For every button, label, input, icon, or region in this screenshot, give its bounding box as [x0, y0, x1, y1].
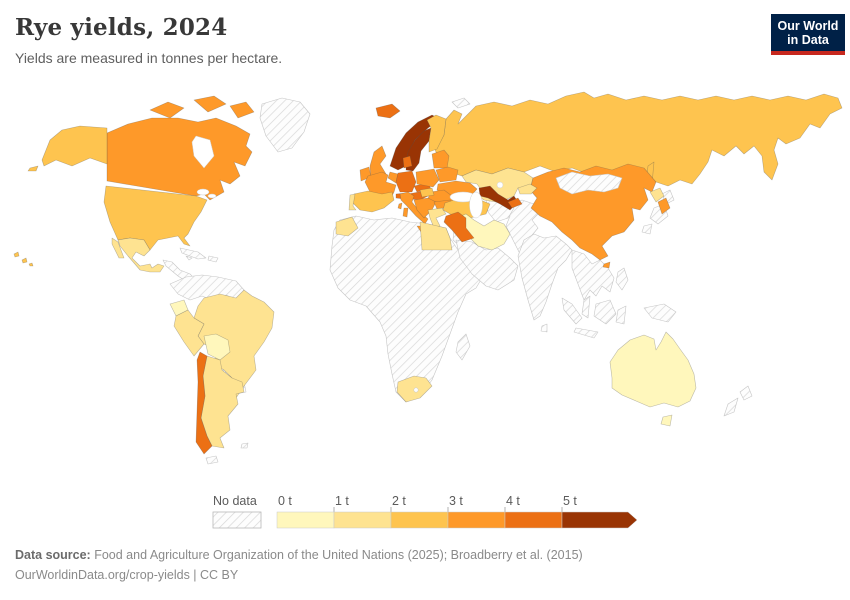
country-spain[interactable]: [351, 190, 395, 213]
country-belarus[interactable]: [435, 166, 459, 183]
page-subtitle: Yields are measured in tonnes per hectar…: [15, 50, 283, 66]
owid-logo[interactable]: Our World in Data: [771, 14, 845, 55]
page-title: Rye yields, 2024: [15, 14, 228, 41]
logo-line2: in Data: [787, 33, 829, 47]
country-canada[interactable]: [106, 95, 255, 201]
region-greenland[interactable]: [259, 97, 311, 153]
country-argentina[interactable]: [200, 355, 245, 449]
great-lakes-east: [207, 193, 217, 199]
region-new-zealand[interactable]: [723, 385, 753, 417]
legend-bin-3[interactable]: [447, 511, 506, 529]
country-benelux[interactable]: [387, 171, 399, 184]
country-usa-hawaii[interactable]: [13, 251, 34, 267]
country-usa-alaska[interactable]: [27, 125, 108, 172]
legend-no-data-label: No data: [213, 494, 257, 508]
country-france[interactable]: [364, 171, 403, 210]
country-tajikistan[interactable]: [507, 197, 523, 209]
country-peru[interactable]: [173, 309, 205, 357]
legend-tick-0: 0 t: [278, 494, 292, 508]
region-philippines[interactable]: [615, 267, 629, 291]
country-kyrgyzstan[interactable]: [517, 183, 538, 195]
legend-tick-1: 1 t: [335, 494, 349, 508]
region-madagascar[interactable]: [455, 333, 471, 361]
country-germany[interactable]: [395, 170, 417, 193]
legend-bin-1[interactable]: [333, 511, 392, 529]
data-source-text: Food and Agriculture Organization of the…: [94, 548, 583, 562]
legend-tick-2: 2 t: [392, 494, 406, 508]
region-lesotho[interactable]: [413, 387, 419, 393]
country-iraq[interactable]: [443, 211, 475, 243]
great-lakes: [196, 188, 210, 196]
country-bolivia[interactable]: [203, 333, 231, 361]
region-svalbard[interactable]: [451, 97, 471, 109]
country-morocco[interactable]: [335, 216, 359, 237]
country-australia[interactable]: [609, 331, 697, 427]
legend-tick-5: 5 t: [563, 494, 577, 508]
map-legend: No data 0 t 1 t 2 t 3 t 4 t 5 t: [212, 494, 638, 529]
aral-sea: [496, 181, 504, 189]
country-denmark[interactable]: [402, 155, 413, 169]
legend-bin-2[interactable]: [390, 511, 449, 529]
logo-line1: Our World: [777, 19, 839, 33]
caspian-sea: [469, 191, 483, 219]
country-chile[interactable]: [195, 351, 213, 455]
hudson-bay: [191, 135, 215, 169]
region-india[interactable]: [517, 233, 573, 333]
country-hungary[interactable]: [419, 187, 435, 198]
legend-bin-5-arrow[interactable]: [561, 511, 638, 529]
data-source-line: Data source: Food and Agriculture Organi…: [15, 545, 795, 565]
legend-tick-3: 3 t: [449, 494, 463, 508]
chart-footer: Data source: Food and Agriculture Organi…: [15, 545, 795, 585]
region-tierra-del-fuego[interactable]: [205, 442, 249, 465]
country-poland[interactable]: [415, 168, 440, 188]
data-source-label: Data source:: [15, 548, 91, 562]
country-finland[interactable]: [426, 114, 447, 153]
legend-tick-4: 4 t: [506, 494, 520, 508]
country-baltics[interactable]: [431, 149, 450, 169]
region-caribbean[interactable]: [179, 247, 219, 263]
country-china[interactable]: [529, 163, 657, 269]
country-south-korea[interactable]: [657, 197, 671, 215]
country-iceland[interactable]: [375, 103, 401, 119]
legend-bin-4[interactable]: [504, 511, 563, 529]
region-mongolia[interactable]: [555, 171, 623, 195]
license-line[interactable]: OurWorldinData.org/crop-yields | CC BY: [15, 568, 239, 582]
country-mexico[interactable]: [111, 237, 165, 273]
region-arabia[interactable]: [455, 239, 519, 291]
country-portugal[interactable]: [348, 193, 357, 211]
region-indonesia[interactable]: [561, 297, 677, 339]
legend-bin-0[interactable]: [276, 511, 335, 529]
country-egypt[interactable]: [419, 221, 453, 251]
world-choropleth-map: [13, 91, 843, 465]
country-north-korea[interactable]: [649, 187, 665, 203]
legend-no-data-swatch[interactable]: [212, 511, 262, 529]
